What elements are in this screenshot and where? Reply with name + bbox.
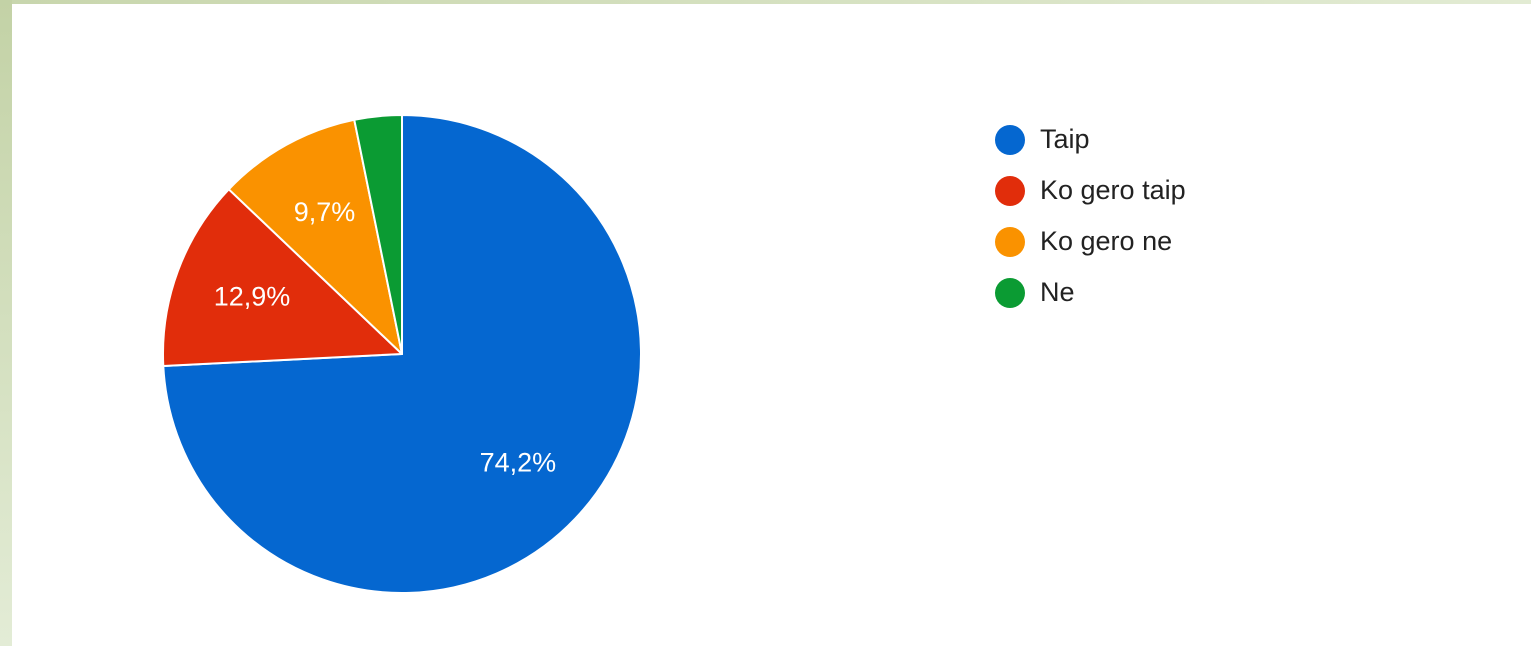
legend-label: Ne <box>1040 277 1075 307</box>
slice-percent-label: 9,7% <box>294 197 356 227</box>
legend-label: Ko gero ne <box>1040 226 1173 256</box>
legend-swatch-icon <box>995 175 1025 206</box>
legend-item-ne[interactable]: Ne <box>995 267 1186 318</box>
legend-swatch-icon <box>995 277 1025 308</box>
slice-percent-label: 74,2% <box>480 447 557 477</box>
pie-slices <box>161 114 642 594</box>
chart-legend: Taip Ko gero taip Ko gero ne Ne <box>995 114 1186 318</box>
pie-slice-ko-gero-taip[interactable] <box>161 188 403 368</box>
legend-item-taip[interactable]: Taip <box>995 114 1186 165</box>
slice-percent-label: 12,9% <box>214 282 291 312</box>
pie-slice-ne[interactable] <box>353 114 403 355</box>
frame-top-border <box>0 0 1531 4</box>
legend-label: Taip <box>1040 124 1090 154</box>
chart-panel: 74,2% 12,9% 9,7% Taip Ko gero taip Ko gero… <box>12 4 1531 646</box>
frame-left-border <box>0 0 12 646</box>
pie-chart: 74,2% 12,9% 9,7% <box>161 114 642 594</box>
legend-item-ko-gero-taip[interactable]: Ko gero taip <box>995 165 1186 216</box>
legend-swatch-icon <box>995 226 1025 257</box>
pie-slice-ko-gero-ne[interactable] <box>227 118 403 355</box>
legend-item-ko-gero-ne[interactable]: Ko gero ne <box>995 216 1186 267</box>
legend-label: Ko gero taip <box>1040 175 1186 205</box>
legend-swatch-icon <box>995 124 1025 155</box>
pie-slice-labels: 74,2% 12,9% 9,7% <box>214 197 556 477</box>
